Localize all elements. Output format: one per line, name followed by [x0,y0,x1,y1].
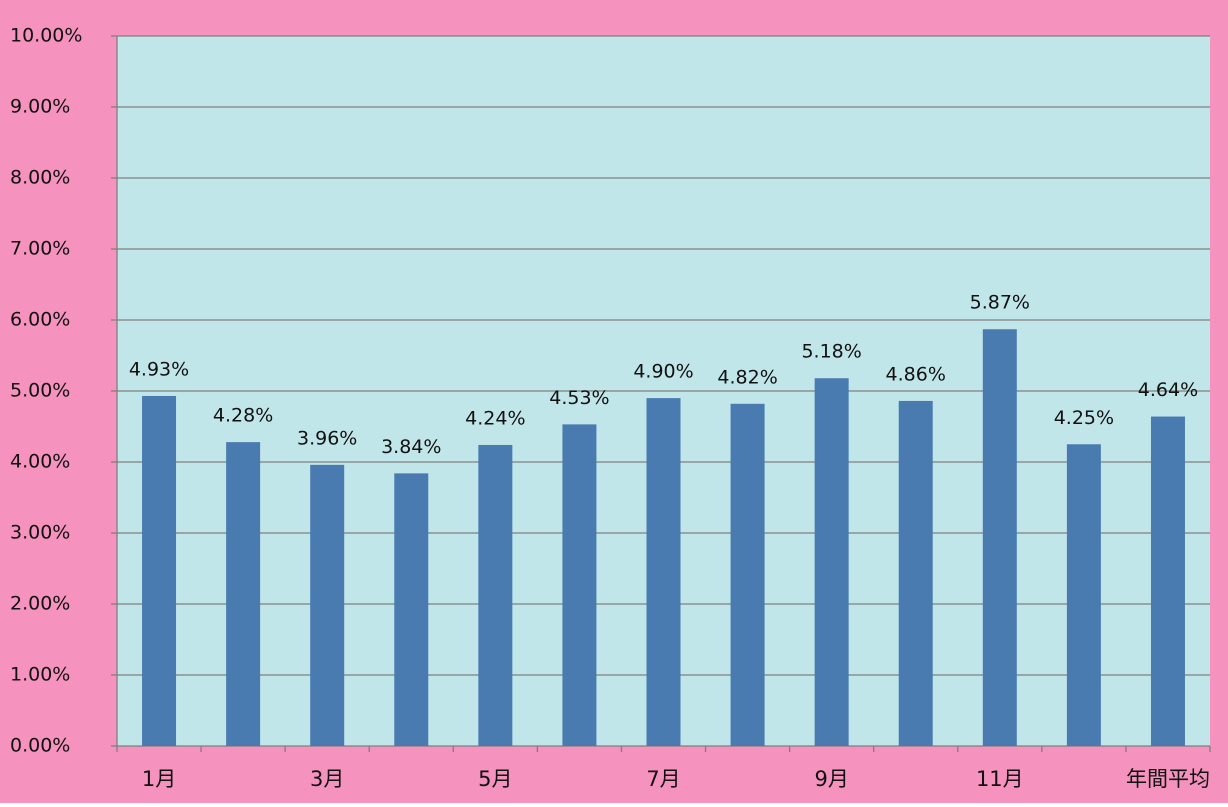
bar [646,398,681,746]
data-label: 4.90% [633,361,693,383]
bar [730,403,765,746]
bar [982,329,1017,746]
x-tick-label: 1月 [142,767,176,791]
bar [814,378,849,746]
bar [478,444,513,746]
y-tick-label: 9.00% [10,96,70,118]
x-tick-label: 7月 [646,767,680,791]
data-label: 4.82% [717,366,777,388]
bar [898,400,933,746]
data-label: 4.53% [549,387,609,409]
x-tick-label: 11月 [976,767,1024,791]
bar [310,464,345,746]
y-tick-label: 5.00% [10,380,70,402]
x-tick-label: 3月 [310,767,344,791]
y-tick-label: 6.00% [10,309,70,331]
data-label: 4.25% [1054,407,1114,429]
y-tick-label: 8.00% [10,167,70,189]
bar [394,473,429,746]
bar [226,442,261,746]
x-tick-label: 年間平均 [1126,767,1210,791]
x-tick-label: 9月 [814,767,848,791]
data-label: 5.18% [801,341,861,363]
y-tick-label: 1.00% [10,664,70,686]
data-label: 4.28% [213,405,273,427]
data-label: 3.84% [381,436,441,458]
bar [1150,416,1185,746]
data-label: 4.64% [1138,379,1198,401]
data-label: 4.86% [886,363,946,385]
y-tick-label: 0.00% [10,735,70,757]
y-tick-label: 7.00% [10,238,70,260]
x-tick-label: 5月 [478,767,512,791]
bar [142,395,177,746]
y-tick-label: 2.00% [10,593,70,615]
bar [1066,444,1101,746]
data-label: 4.93% [129,358,189,380]
y-tick-label: 4.00% [10,451,70,473]
data-label: 5.87% [970,292,1030,314]
y-tick-label: 10.00% [10,25,82,47]
y-tick-label: 3.00% [10,522,70,544]
data-label: 3.96% [297,427,357,449]
bar [562,424,597,746]
data-label: 4.24% [465,407,525,429]
